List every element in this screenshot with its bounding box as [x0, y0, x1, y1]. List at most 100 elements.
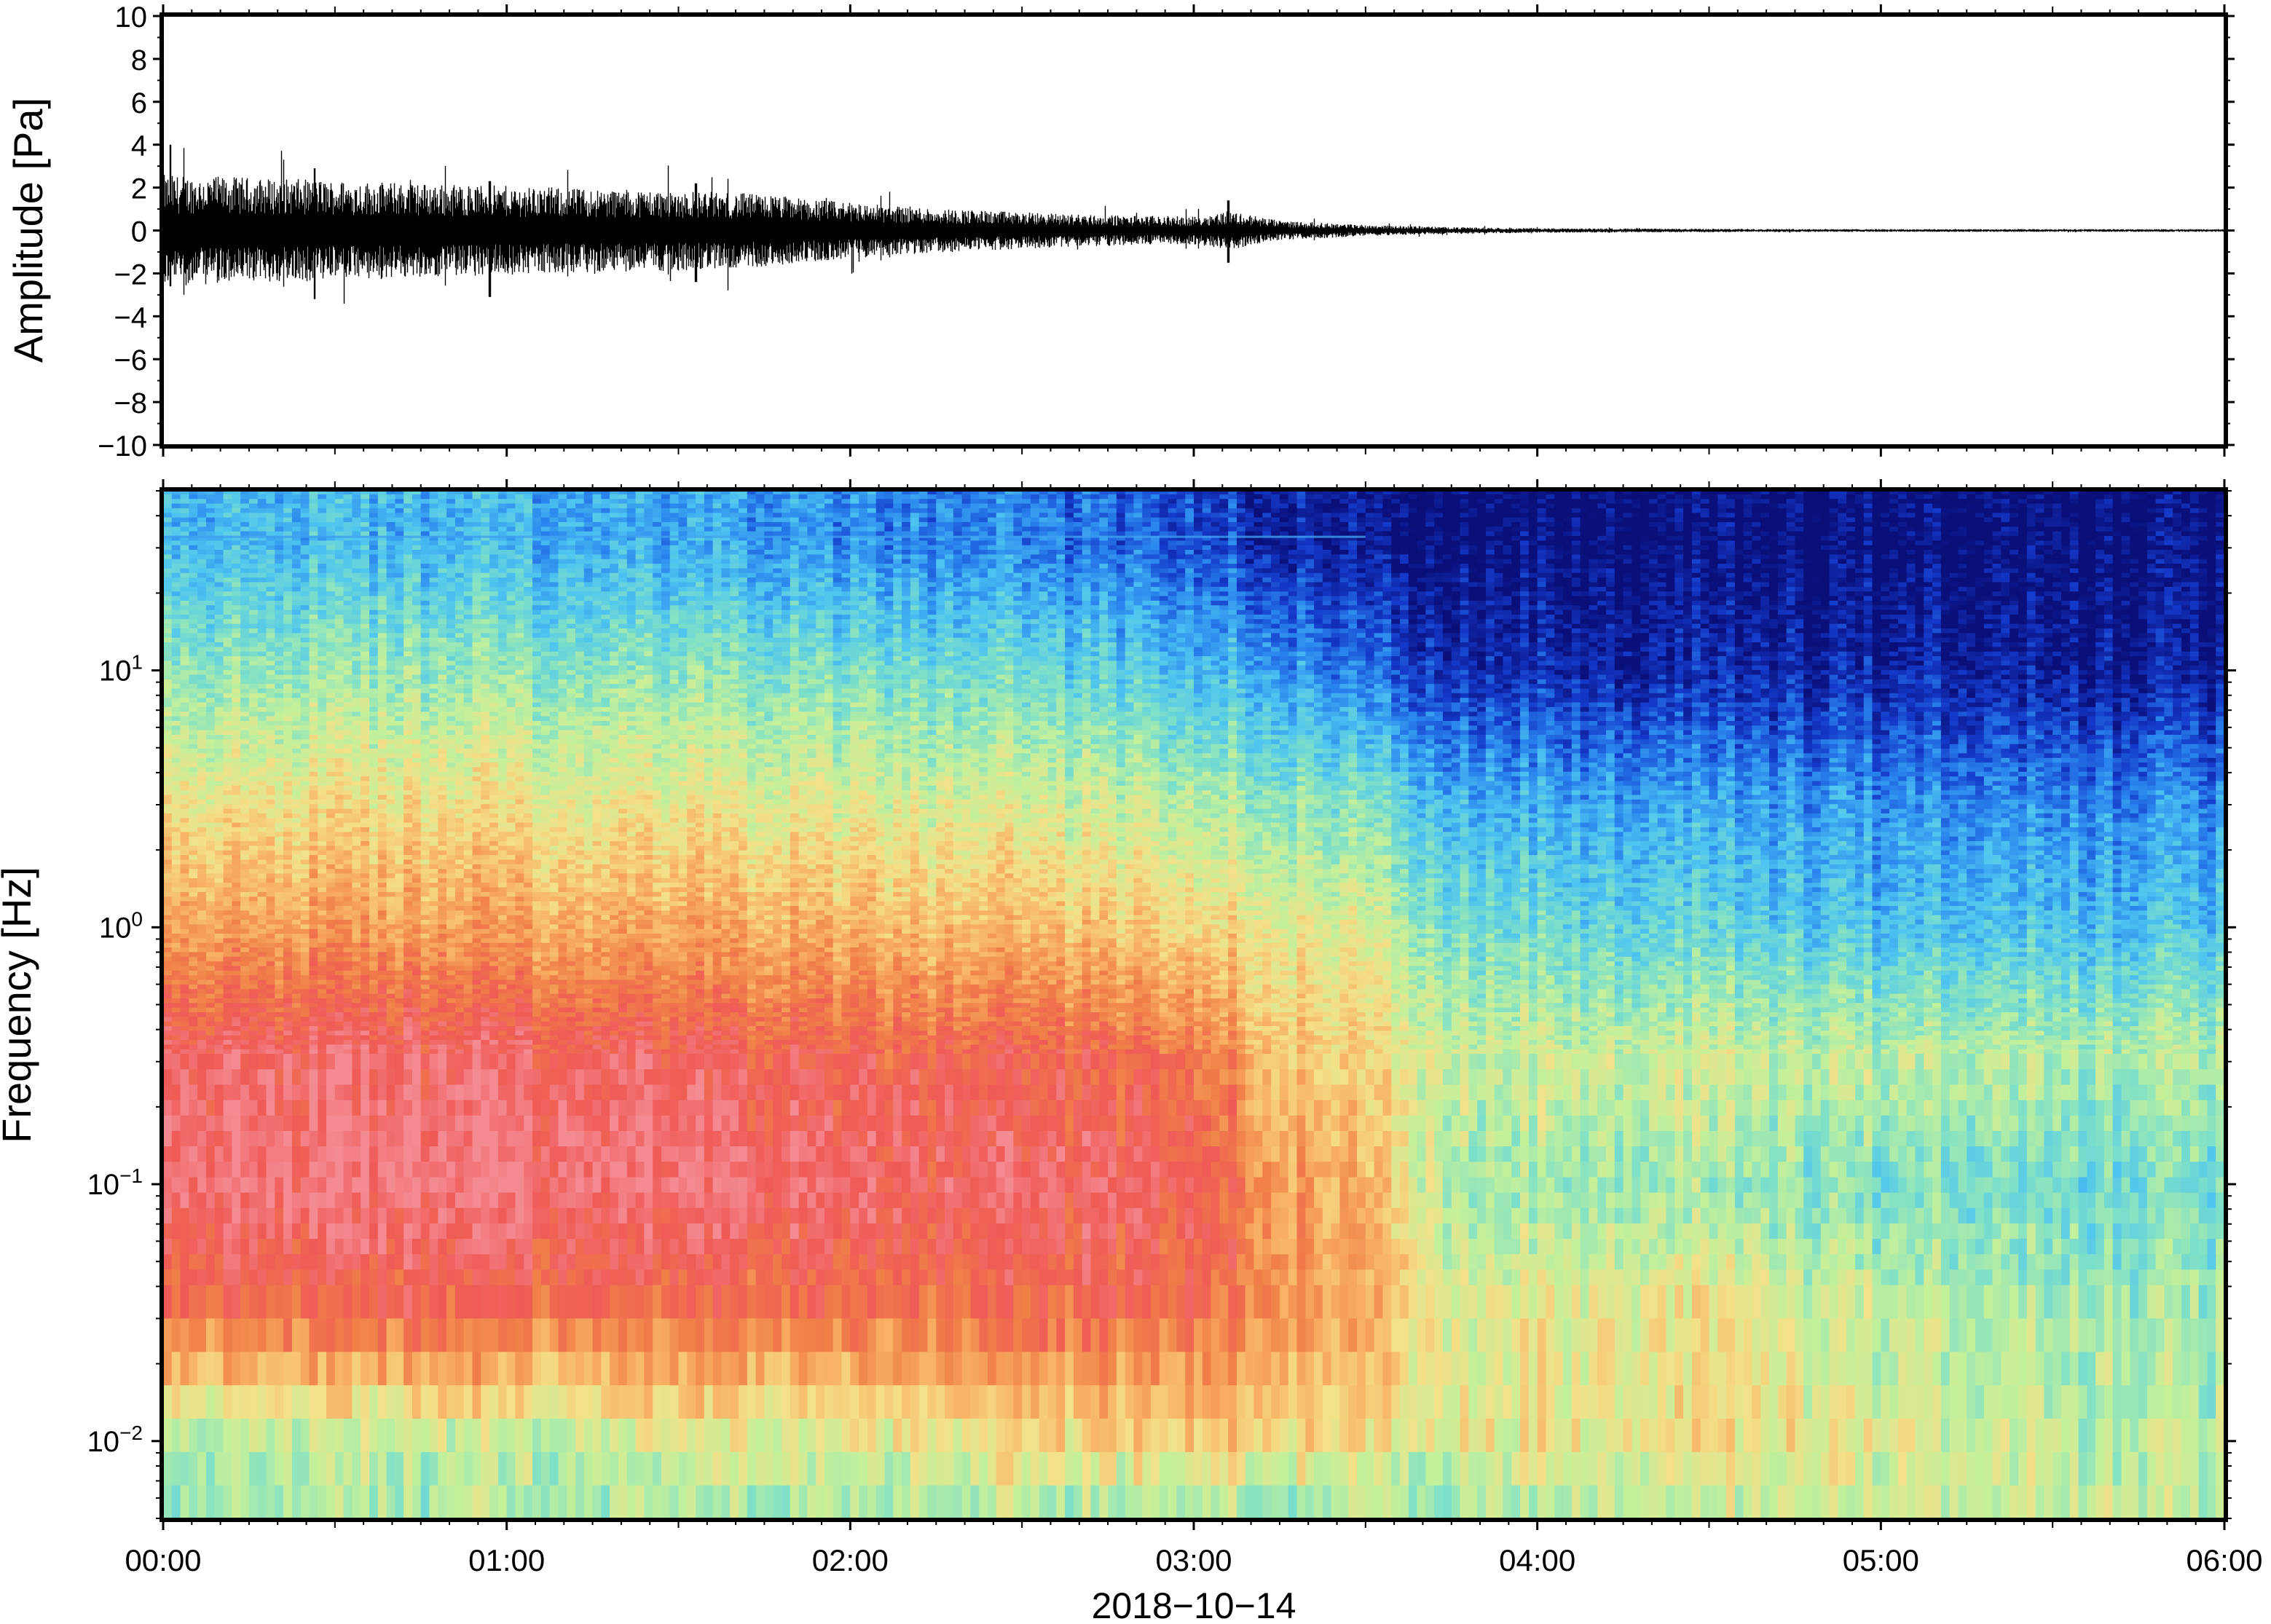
spectrogram-cell: [352, 974, 361, 980]
spectrogram-cell: [386, 1161, 395, 1178]
spectrogram-cell: [318, 988, 327, 994]
spectrogram-cell: [429, 822, 438, 827]
spectrogram-cell: [361, 845, 370, 851]
spectrogram-cell: [291, 988, 302, 994]
spectrogram-cell: [291, 632, 302, 638]
spectrogram-cell: [395, 591, 404, 596]
spectrogram-cell: [248, 1025, 259, 1031]
spectrogram-cell: [257, 591, 267, 596]
spectrogram-cell: [377, 1269, 387, 1285]
spectrogram-cell: [205, 618, 216, 624]
spectrogram-cell: [275, 1021, 284, 1027]
spectrogram-cell: [420, 683, 430, 689]
spectrogram-cell: [291, 951, 302, 957]
spectrogram-cell: [257, 665, 267, 671]
spectrogram-cell: [352, 623, 361, 628]
spectrogram-cell: [232, 1084, 241, 1100]
spectrogram-cell: [171, 725, 181, 730]
spectrogram-cell: [352, 494, 361, 500]
spectrogram-cell: [275, 951, 284, 957]
spectrogram-cell: [300, 836, 310, 842]
spectrogram-cell: [352, 965, 361, 971]
spectrogram-cell: [318, 1068, 327, 1085]
spectrogram-cell: [334, 956, 345, 962]
spectrogram-cell: [197, 526, 207, 532]
spectrogram-cell: [386, 720, 395, 726]
spectrogram-cell: [318, 752, 327, 758]
spectrogram-cell: [214, 614, 224, 620]
spectrogram-cell: [257, 687, 267, 693]
spectrogram-cell: [232, 1317, 241, 1352]
spectrogram-cell: [404, 1253, 413, 1270]
spectrogram-cell: [352, 567, 361, 573]
spectrogram-cell: [377, 776, 387, 781]
spectrogram-cell: [291, 942, 302, 948]
spectrogram-cell: [214, 646, 224, 652]
spectrogram-cell: [395, 521, 404, 527]
spectrogram-cell: [361, 1238, 370, 1255]
spectrogram-cell: [352, 549, 361, 555]
spectrogram-cell: [343, 642, 353, 647]
spectrogram-cell: [275, 813, 284, 819]
spectrogram-cell: [361, 679, 370, 685]
spectrogram-cell: [283, 961, 293, 966]
spectrogram-cell: [334, 854, 345, 860]
spectrogram-cell: [171, 785, 181, 791]
spectrogram-cell: [361, 540, 370, 545]
spectrogram-cell: [257, 1269, 267, 1285]
spectrogram-cell: [163, 762, 173, 768]
spectrogram-cell: [275, 600, 284, 606]
spectrogram-cell: [283, 1002, 293, 1008]
spectrogram-cell: [377, 716, 387, 721]
spectrogram-cell: [163, 1176, 173, 1193]
spectrogram-cell: [352, 984, 361, 990]
spectrogram-cell: [438, 535, 447, 541]
spectrogram-cell: [369, 1351, 379, 1386]
spectrogram-cell: [361, 1021, 370, 1027]
spectrogram-cell: [248, 910, 259, 915]
spectrogram-cell: [300, 748, 310, 754]
spectrogram-cell: [361, 910, 370, 915]
spectrogram-cell: [343, 1485, 353, 1518]
spectrogram-cell: [189, 642, 198, 647]
spectrogram-cell: [291, 886, 302, 892]
spectrogram-cell: [257, 642, 267, 647]
spectrogram-cell: [300, 988, 310, 994]
spectrogram-cell: [318, 738, 327, 744]
spectrogram-cell: [275, 734, 284, 740]
spectrogram-cell: [334, 642, 345, 647]
spectrogram-cell: [326, 563, 336, 569]
spectrogram-cell: [232, 942, 241, 948]
spectrogram-cell: [326, 614, 336, 620]
spectrogram-cell: [214, 535, 224, 541]
spectrogram-cell: [412, 915, 422, 920]
spectrogram-cell: [214, 854, 224, 860]
spectrogram-cell: [412, 591, 422, 596]
spectrogram-cell: [420, 905, 430, 911]
spectrogram-cell: [412, 1317, 422, 1352]
spectrogram-cell: [283, 896, 293, 902]
spectrogram-cell: [205, 748, 216, 754]
spectrogram-cell: [171, 1030, 181, 1036]
spectrogram-cell: [412, 674, 422, 679]
spectrogram-cell: [163, 687, 173, 693]
spectrogram-cell: [429, 840, 438, 846]
spectrogram-cell: [420, 752, 430, 758]
spectrogram-cell: [429, 669, 438, 675]
spectrogram-cell: [283, 669, 293, 675]
spectrogram-cell: [438, 674, 447, 679]
spectrogram-cell: [352, 1044, 361, 1049]
spectrogram-cell: [180, 1030, 189, 1036]
spectrogram-cell: [309, 965, 318, 971]
spectrogram-cell: [283, 665, 293, 671]
spectrogram-cell: [420, 822, 430, 827]
spectrogram-cell: [395, 581, 404, 587]
spectrogram-cell: [283, 744, 293, 749]
spectrogram-cell: [369, 491, 379, 494]
spectrogram-cell: [291, 1021, 302, 1027]
spectrogram-cell: [180, 711, 189, 717]
spectrogram-cell: [438, 738, 447, 744]
spectrogram-cell: [386, 988, 395, 994]
spectrogram-cell: [438, 771, 447, 777]
spectrogram-cell: [275, 1053, 284, 1070]
